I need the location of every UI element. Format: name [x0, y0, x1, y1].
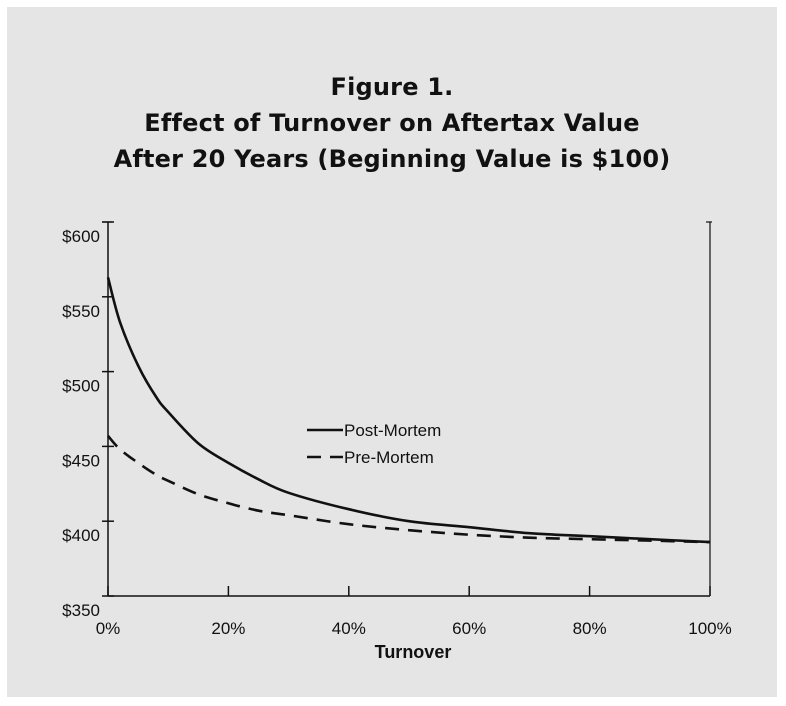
x-tick-label-80: 80%	[573, 619, 607, 638]
y-tick-label-500: $500	[62, 377, 100, 396]
x-tick-label-100: 100%	[688, 619, 731, 638]
chart-title: Figure 1. Effect of Turnover on Aftertax…	[7, 69, 777, 177]
y-tick-label-550: $550	[62, 302, 100, 321]
series-lines	[106, 277, 711, 544]
axes: $350 $400 $450 $500 $550 $600 0% 20% 40% 60% 80% 10…	[62, 221, 732, 638]
chart-title-line-2: Effect of Turnover on Aftertax Value	[144, 109, 640, 137]
series-line-pre-mortem	[107, 435, 711, 544]
legend: Post-Mortem Pre-Mortem	[307, 421, 441, 467]
y-tick-label-400: $400	[62, 526, 100, 545]
figure-panel: Figure 1. Effect of Turnover on Aftertax…	[7, 7, 777, 697]
x-tick-label-40: 40%	[332, 619, 366, 638]
x-tick-label-60: 60%	[452, 619, 486, 638]
legend-label-pre-mortem: Pre-Mortem	[344, 448, 434, 467]
x-tick-label-0: 0%	[96, 619, 121, 638]
y-tick-label-350: $350	[62, 601, 100, 620]
legend-label-post-mortem: Post-Mortem	[344, 421, 441, 440]
y-tick-label-600: $600	[62, 227, 100, 246]
chart-title-line-1: Figure 1.	[330, 73, 454, 101]
chart-title-line-3: After 20 Years (Beginning Value is $100)	[113, 145, 671, 173]
series-line-post-mortem	[106, 277, 711, 544]
x-tick-label-20: 20%	[211, 619, 245, 638]
y-tick-label-450: $450	[62, 451, 100, 470]
x-axis-title: Turnover	[375, 642, 452, 662]
